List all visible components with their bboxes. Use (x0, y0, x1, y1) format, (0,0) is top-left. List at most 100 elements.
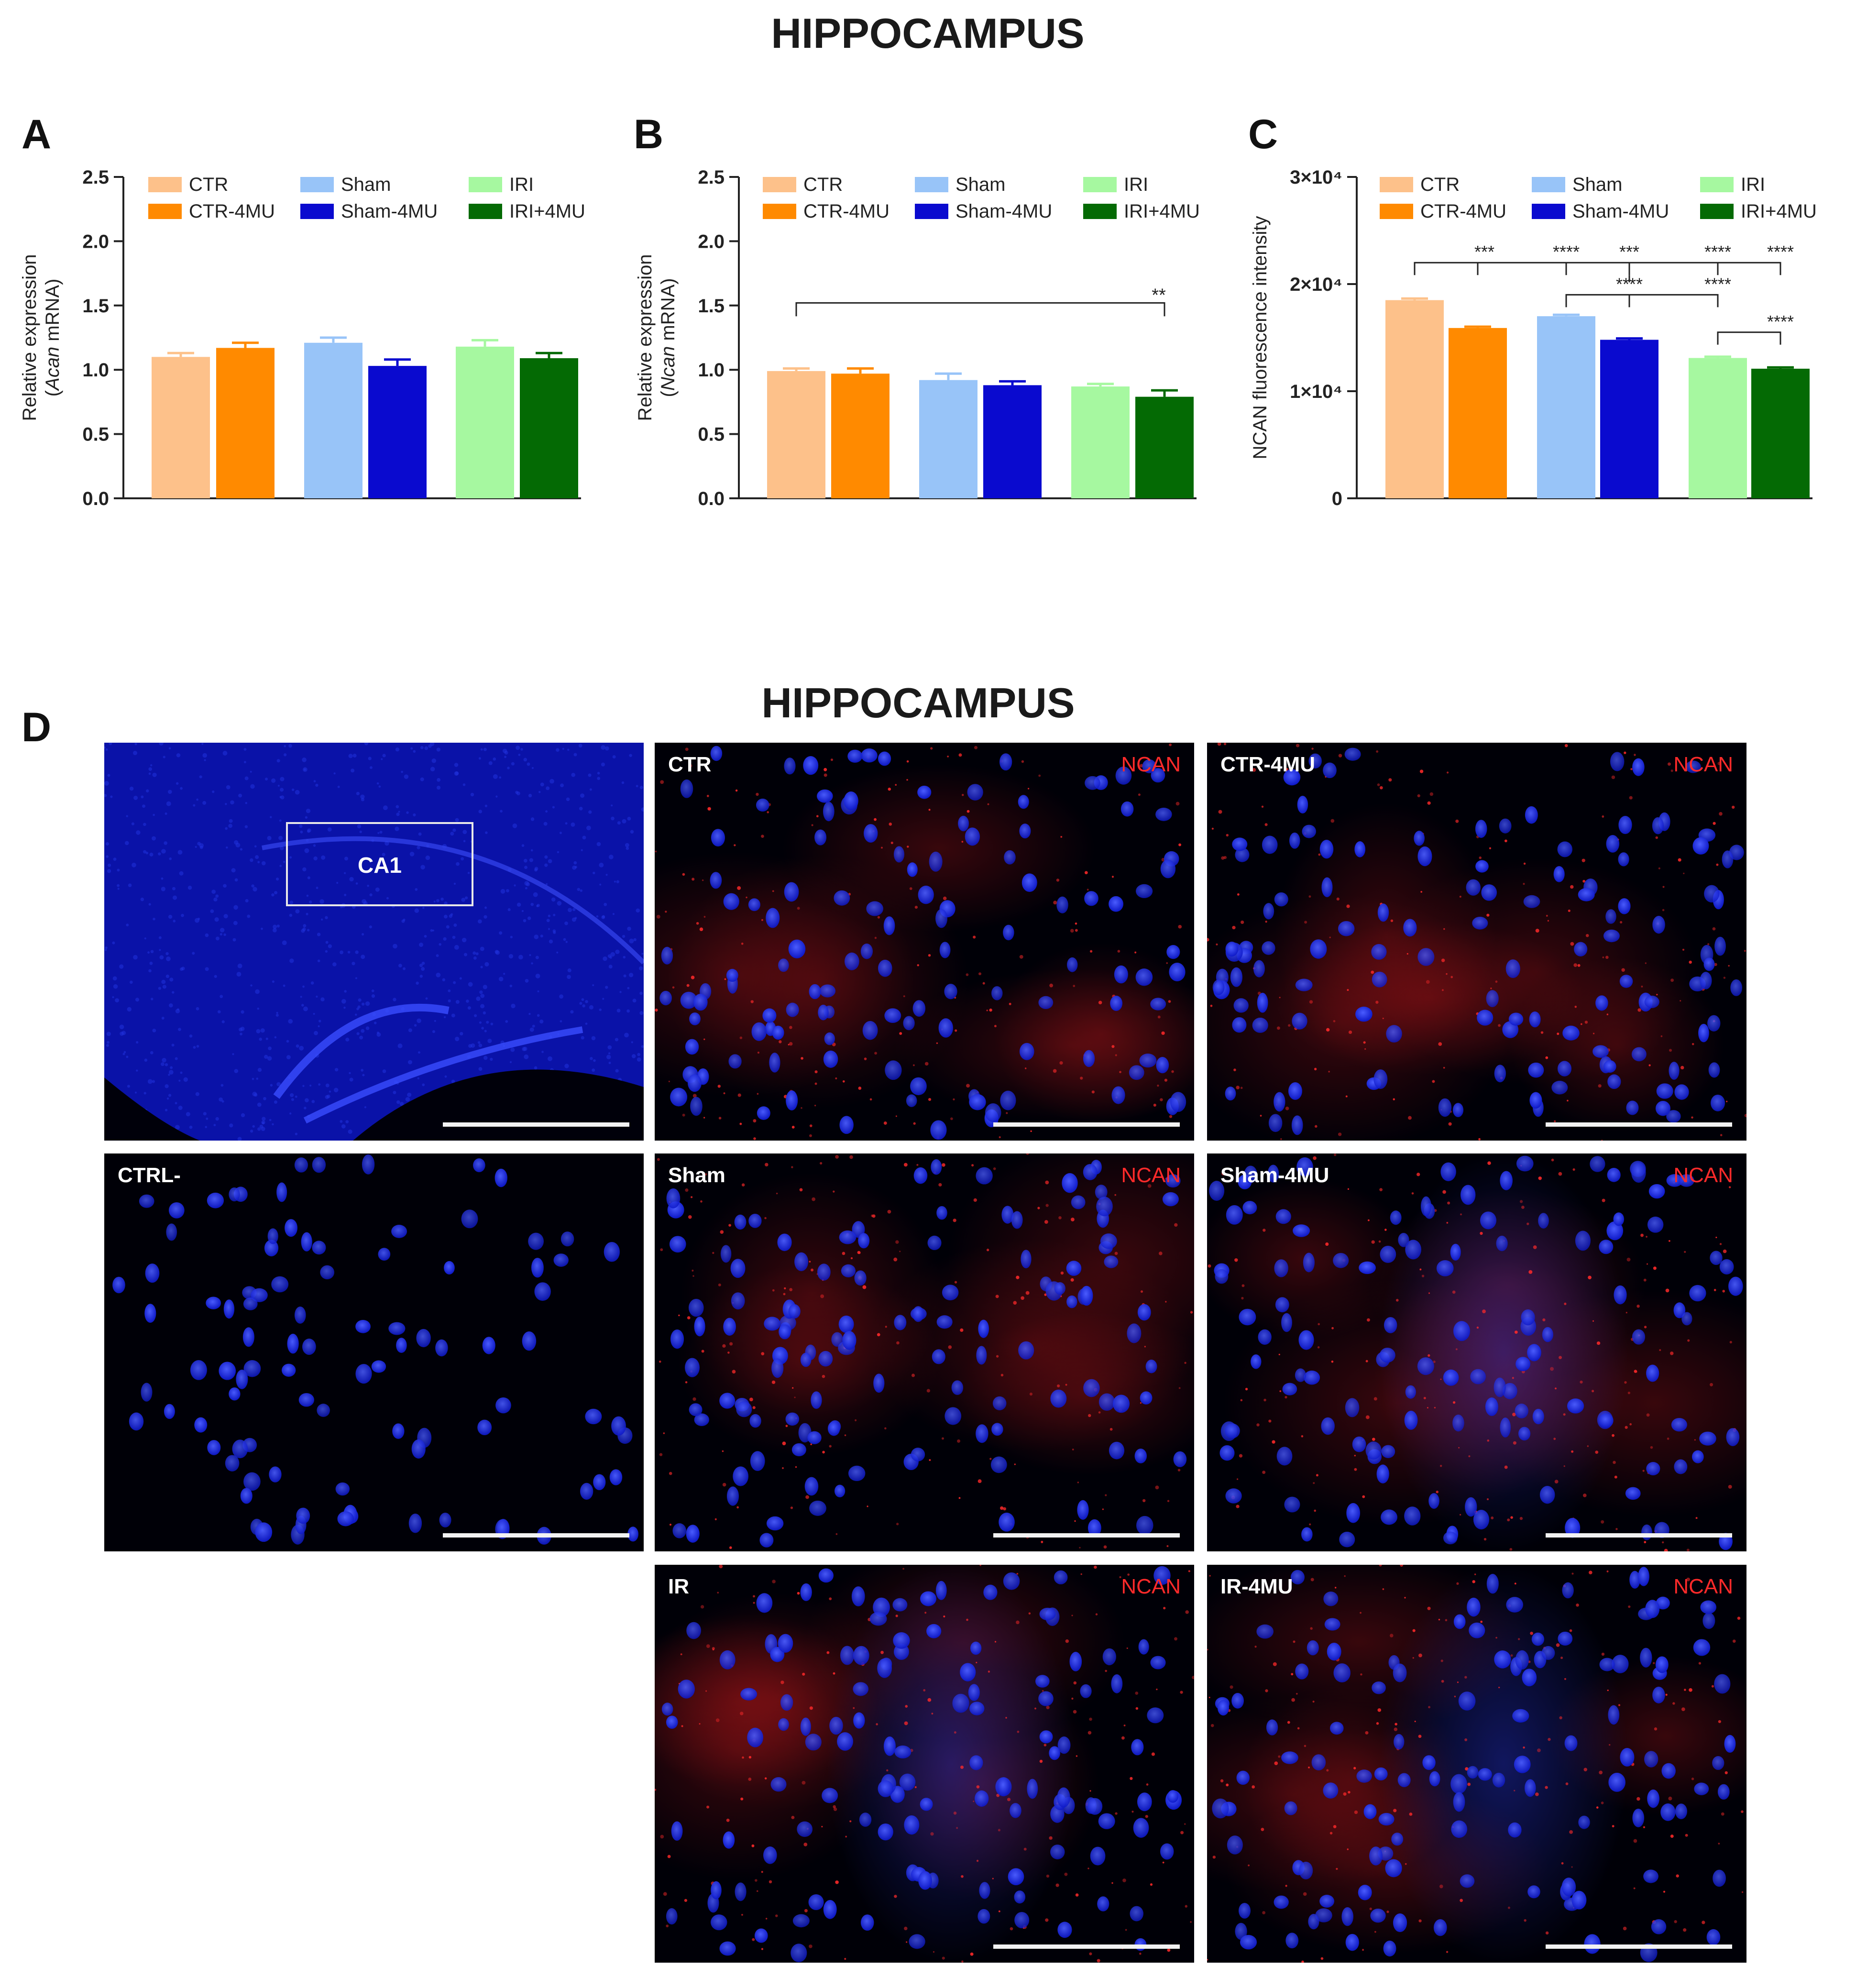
ncan-punctum (1285, 768, 1288, 771)
bar-sham (919, 380, 977, 498)
tissue-speckle (528, 793, 532, 798)
tissue-speckle (461, 857, 464, 861)
micrograph-ctr4mu: CTR-4MU NCAN (1207, 743, 1746, 1141)
ncan-punctum (1115, 1054, 1117, 1056)
nucleus (1641, 1524, 1652, 1540)
nucleus (686, 1622, 701, 1639)
tissue-speckle (129, 980, 133, 984)
tissue-speckle (422, 907, 425, 909)
tissue-speckle (408, 1028, 412, 1032)
nucleus (811, 1391, 822, 1409)
ncan-punctum (1645, 962, 1647, 964)
nucleus (1311, 1754, 1326, 1771)
ncan-punctum (1379, 786, 1383, 790)
ncan-punctum (753, 1602, 755, 1604)
nucleus (1655, 1100, 1670, 1116)
ncan-punctum (1376, 750, 1379, 753)
nucleus (1136, 1516, 1153, 1535)
tissue-speckle (169, 978, 174, 982)
tissue-speckle (289, 913, 293, 917)
ncan-punctum (782, 1441, 786, 1446)
nucleus (1606, 1221, 1624, 1241)
y-tick-label: 2.5 (698, 167, 725, 188)
ncan-punctum (1336, 1867, 1338, 1870)
ncan-punctum (1441, 958, 1445, 962)
ncan-punctum (707, 807, 711, 811)
tissue-speckle (382, 754, 386, 758)
ncan-punctum (692, 1397, 696, 1401)
ncan-punctum (1328, 1071, 1330, 1073)
tissue-speckle (280, 777, 285, 781)
nucleus (878, 1780, 894, 1797)
tissue-speckle (344, 857, 349, 861)
tissue-speckle (530, 817, 535, 821)
tissue-speckle (574, 866, 577, 868)
ncan-punctum (678, 1314, 680, 1317)
nucleus (969, 1094, 986, 1110)
nucleus (168, 1202, 185, 1219)
ncan-punctum (1145, 1815, 1148, 1818)
ncan-punctum (1097, 1959, 1100, 1963)
ncan-punctum (1517, 1638, 1520, 1640)
tissue-speckle (176, 753, 181, 758)
tissue-speckle (529, 858, 534, 862)
nucleus (1619, 975, 1633, 988)
nucleus (978, 1319, 989, 1338)
tissue-speckle (486, 1021, 489, 1024)
ncan-punctum (1046, 1705, 1050, 1710)
ncan-punctum (1098, 1411, 1101, 1414)
tissue-speckle (535, 956, 539, 959)
micrograph-background (104, 1153, 644, 1551)
nucleus (778, 1634, 793, 1653)
nucleus (710, 872, 722, 889)
tissue-speckle (429, 743, 435, 747)
tissue-speckle (606, 1054, 611, 1059)
ncan-punctum (811, 1268, 814, 1272)
tissue-speckle (105, 748, 108, 751)
tissue-speckle (425, 855, 430, 860)
ncan-punctum (737, 1093, 741, 1097)
tissue-speckle (479, 1021, 482, 1024)
ncan-punctum (1674, 1920, 1677, 1923)
tissue-speckle (303, 924, 307, 928)
ncan-punctum (1348, 1790, 1351, 1794)
tissue-speckle (615, 949, 620, 954)
ncan-punctum (887, 1209, 891, 1214)
ncan-punctum (889, 822, 892, 826)
tissue-speckle (288, 744, 292, 748)
ncan-punctum (1547, 920, 1549, 922)
ncan-punctum (666, 1924, 669, 1928)
tissue-speckle (579, 1002, 582, 1005)
nucleus (1356, 1769, 1372, 1783)
ncan-punctum (1643, 1278, 1647, 1282)
ncan-punctum (1596, 1806, 1599, 1809)
tissue-speckle (255, 989, 260, 994)
tissue-speckle (288, 1019, 293, 1024)
ncan-punctum (1571, 1450, 1574, 1453)
nucleus (580, 1483, 593, 1500)
ncan-punctum (1678, 858, 1681, 862)
panel-label-d: D (22, 704, 51, 750)
ncan-punctum (906, 1941, 908, 1943)
nucleus (1646, 1364, 1659, 1382)
ncan-punctum (1288, 1024, 1291, 1027)
tissue-speckle (262, 1121, 264, 1125)
tissue-speckle (462, 830, 467, 835)
ncan-punctum (1683, 872, 1685, 874)
nucleus (942, 1285, 959, 1301)
nucleus (1386, 1025, 1402, 1043)
ncan-punctum (1221, 1172, 1225, 1175)
nucleus (1104, 1255, 1119, 1268)
ncan-punctum (726, 1818, 730, 1822)
ncan-punctum (724, 978, 726, 980)
tissue-speckle (449, 914, 453, 918)
nucleus (967, 784, 983, 801)
ncan-punctum (1111, 1045, 1115, 1048)
tissue-speckle (406, 811, 409, 814)
nucleus (999, 1512, 1015, 1532)
ncan-punctum (924, 1062, 929, 1066)
ncan-punctum (948, 1345, 952, 1349)
y-tick-label: 2.0 (82, 231, 109, 252)
tissue-speckle (132, 750, 138, 756)
